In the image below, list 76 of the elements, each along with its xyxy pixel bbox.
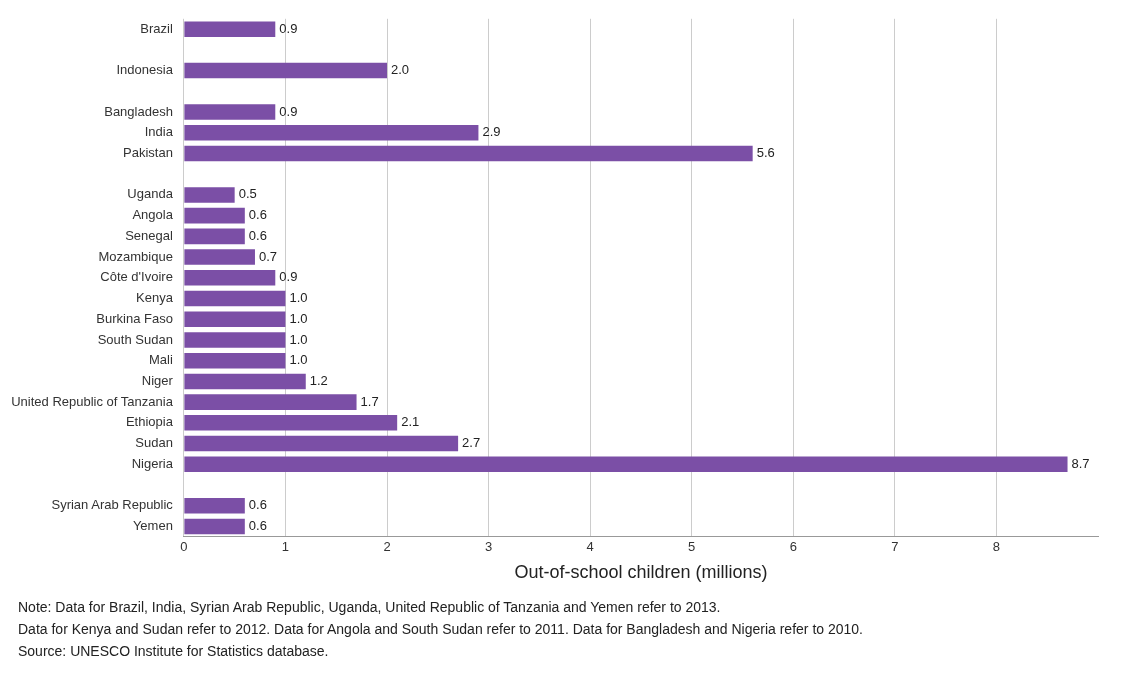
data-label: 2.9 — [482, 124, 501, 140]
data-label: 0.6 — [248, 227, 267, 243]
data-label: 0.5 — [238, 186, 257, 202]
data-label: 1.0 — [289, 310, 308, 326]
y-tick-label: Ethiopia — [125, 414, 174, 430]
data-label: 5.6 — [756, 145, 775, 161]
bar — [184, 104, 276, 120]
x-axis-title: Out-of-school children (millions) — [514, 562, 768, 583]
data-label: 1.0 — [289, 290, 308, 306]
x-tick-label: 4 — [586, 539, 594, 555]
y-tick-label: Pakistan — [123, 145, 173, 161]
data-label: 0.9 — [279, 20, 298, 36]
bar — [184, 352, 286, 369]
y-tick-label: Brazil — [140, 20, 173, 36]
bar — [184, 187, 235, 203]
x-tick-label: 1 — [281, 539, 290, 555]
bar — [184, 415, 398, 431]
data-label: 0.9 — [279, 269, 298, 285]
data-label: 0.6 — [248, 497, 267, 513]
data-label: 0.7 — [258, 248, 278, 264]
y-tick-label: United Republic of Tanzania — [11, 393, 174, 409]
y-tick-label: Yemen — [132, 518, 173, 534]
y-tick-label: Indonesia — [116, 62, 174, 78]
y-tick-label: Mozambique — [98, 248, 173, 264]
data-label: 1.7 — [360, 393, 379, 409]
bar — [184, 332, 286, 348]
y-tick-label: Sudan — [135, 435, 173, 451]
y-tick-label: Nigeria — [131, 455, 174, 471]
x-tick-label: 7 — [891, 539, 899, 555]
y-tick-label: India — [144, 124, 174, 140]
data-label: 2.7 — [462, 435, 481, 451]
bar — [184, 62, 388, 79]
bar — [184, 435, 459, 452]
data-label: 0.6 — [248, 207, 267, 223]
y-tick-label: Syrian Arab Republic — [51, 497, 174, 513]
bar — [184, 145, 753, 162]
bar — [184, 228, 245, 245]
x-tick-label: 5 — [688, 539, 696, 555]
y-tick-label: South Sudan — [97, 331, 173, 347]
bar — [184, 394, 357, 410]
bar — [184, 207, 245, 224]
data-label: 1.2 — [309, 372, 328, 388]
y-tick-label: Mali — [149, 352, 173, 368]
source-note: Source: UNESCO Institute for Statistics database. — [18, 642, 330, 661]
data-label: 2.1 — [401, 414, 420, 430]
text: Data for Kenya and Sudan refer to 2012. Data for Angola and South Sudan refer to 2011. Data for Bangladesh and Nigeria refer to 2010. — [18, 620, 864, 639]
data-label: 8.7 — [1071, 455, 1090, 471]
y-tick-label: Burkina Faso — [96, 310, 173, 326]
data-label: 0.9 — [279, 103, 298, 119]
data-label: 2.0 — [391, 62, 410, 78]
data-label: 1.0 — [289, 331, 308, 347]
bar — [184, 249, 255, 265]
y-tick-label: Bangladesh — [104, 103, 173, 119]
bar — [184, 456, 1068, 473]
y-tick-label: Côte d'Ivoire — [100, 269, 173, 285]
bar — [184, 21, 276, 37]
x-tick-label: 3 — [484, 539, 493, 555]
bar — [184, 497, 245, 514]
x-tick-label: 0 — [180, 539, 188, 555]
x-tick-label: 2 — [383, 539, 391, 555]
y-tick-label: Angola — [132, 207, 174, 223]
bar — [184, 311, 286, 328]
bar — [184, 270, 276, 286]
y-tick-label: Niger — [141, 372, 174, 388]
x-tick-label: 6 — [789, 539, 797, 555]
x-tick-label: 8 — [992, 539, 1001, 555]
bar — [184, 518, 245, 535]
bar — [184, 290, 286, 307]
y-tick-label: Uganda — [127, 186, 174, 202]
text: Note: Data for Brazil, India, Syrian Arab Republic, Uganda, United Republic of Tanzania and Yemen refer to 2013. — [18, 598, 722, 617]
y-tick-label: Kenya — [136, 290, 174, 306]
data-label: 1.0 — [289, 352, 308, 368]
bar — [184, 124, 479, 141]
data-label: 0.6 — [248, 518, 267, 534]
y-tick-label: Senegal — [125, 227, 173, 243]
bar — [184, 373, 306, 390]
